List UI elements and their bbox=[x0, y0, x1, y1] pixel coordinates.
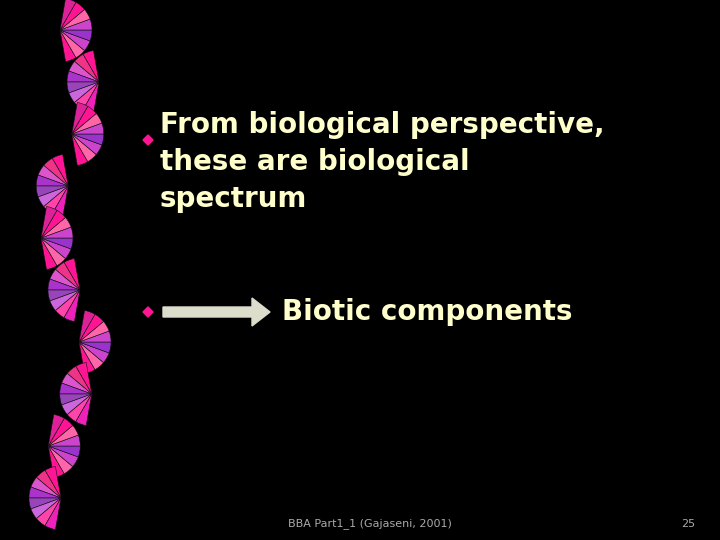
Wedge shape bbox=[64, 290, 80, 321]
Wedge shape bbox=[79, 310, 95, 342]
Wedge shape bbox=[36, 175, 68, 186]
Wedge shape bbox=[74, 55, 99, 82]
Text: spectrum: spectrum bbox=[160, 185, 307, 213]
Wedge shape bbox=[74, 82, 99, 110]
Wedge shape bbox=[72, 103, 88, 134]
Wedge shape bbox=[62, 394, 91, 415]
Wedge shape bbox=[48, 418, 73, 446]
Wedge shape bbox=[79, 331, 111, 342]
Wedge shape bbox=[53, 154, 68, 186]
Wedge shape bbox=[48, 446, 73, 474]
Wedge shape bbox=[45, 498, 61, 530]
Wedge shape bbox=[62, 374, 91, 394]
Wedge shape bbox=[29, 498, 61, 509]
Wedge shape bbox=[48, 415, 64, 446]
Wedge shape bbox=[29, 487, 61, 498]
Wedge shape bbox=[67, 394, 91, 422]
Wedge shape bbox=[53, 186, 68, 218]
Wedge shape bbox=[55, 262, 80, 290]
Wedge shape bbox=[48, 426, 78, 446]
Wedge shape bbox=[41, 210, 66, 238]
Wedge shape bbox=[76, 362, 91, 394]
Text: Biotic components: Biotic components bbox=[282, 298, 572, 326]
Wedge shape bbox=[44, 186, 68, 214]
Wedge shape bbox=[31, 477, 61, 498]
Wedge shape bbox=[67, 82, 99, 93]
Wedge shape bbox=[31, 498, 61, 518]
Wedge shape bbox=[60, 19, 92, 30]
Wedge shape bbox=[60, 2, 84, 30]
Wedge shape bbox=[79, 342, 95, 374]
Text: BBA Part1_1 (Gajaseni, 2001): BBA Part1_1 (Gajaseni, 2001) bbox=[288, 518, 452, 529]
Wedge shape bbox=[60, 30, 76, 62]
Wedge shape bbox=[72, 134, 96, 161]
Wedge shape bbox=[83, 50, 99, 82]
Polygon shape bbox=[143, 307, 153, 317]
Wedge shape bbox=[79, 321, 109, 342]
Wedge shape bbox=[37, 470, 61, 498]
Wedge shape bbox=[72, 123, 104, 134]
Wedge shape bbox=[67, 71, 99, 82]
Wedge shape bbox=[36, 186, 68, 197]
Wedge shape bbox=[69, 62, 99, 82]
Wedge shape bbox=[48, 446, 80, 457]
Wedge shape bbox=[45, 467, 61, 498]
Wedge shape bbox=[83, 82, 99, 113]
Polygon shape bbox=[143, 135, 153, 145]
Wedge shape bbox=[60, 394, 91, 405]
Wedge shape bbox=[41, 238, 66, 266]
Wedge shape bbox=[37, 498, 61, 526]
Wedge shape bbox=[60, 0, 76, 30]
Wedge shape bbox=[41, 227, 73, 238]
Wedge shape bbox=[41, 238, 57, 269]
Wedge shape bbox=[60, 9, 90, 30]
Wedge shape bbox=[72, 113, 102, 134]
Wedge shape bbox=[48, 435, 80, 446]
Wedge shape bbox=[79, 342, 104, 370]
Wedge shape bbox=[72, 106, 96, 134]
Wedge shape bbox=[79, 314, 104, 342]
Wedge shape bbox=[79, 342, 109, 362]
Wedge shape bbox=[44, 158, 68, 186]
Wedge shape bbox=[41, 206, 57, 238]
Wedge shape bbox=[76, 394, 91, 426]
Wedge shape bbox=[48, 279, 80, 290]
Wedge shape bbox=[72, 134, 102, 154]
Wedge shape bbox=[38, 165, 68, 186]
Wedge shape bbox=[72, 134, 104, 145]
Polygon shape bbox=[163, 298, 270, 326]
Wedge shape bbox=[48, 446, 64, 477]
Wedge shape bbox=[50, 269, 80, 290]
Wedge shape bbox=[41, 218, 71, 238]
Wedge shape bbox=[67, 366, 91, 394]
Wedge shape bbox=[48, 290, 80, 301]
Wedge shape bbox=[60, 30, 92, 41]
Wedge shape bbox=[60, 30, 84, 58]
Wedge shape bbox=[48, 446, 78, 467]
Wedge shape bbox=[60, 30, 90, 51]
Wedge shape bbox=[55, 290, 80, 318]
Wedge shape bbox=[50, 290, 80, 310]
Wedge shape bbox=[79, 342, 111, 353]
Wedge shape bbox=[69, 82, 99, 103]
Wedge shape bbox=[64, 259, 80, 290]
Wedge shape bbox=[41, 238, 71, 259]
Wedge shape bbox=[38, 186, 68, 207]
Text: these are biological: these are biological bbox=[160, 148, 469, 176]
Wedge shape bbox=[72, 134, 88, 166]
Text: From biological perspective,: From biological perspective, bbox=[160, 111, 605, 139]
Wedge shape bbox=[41, 238, 73, 249]
Wedge shape bbox=[60, 383, 91, 394]
Text: 25: 25 bbox=[681, 519, 695, 529]
